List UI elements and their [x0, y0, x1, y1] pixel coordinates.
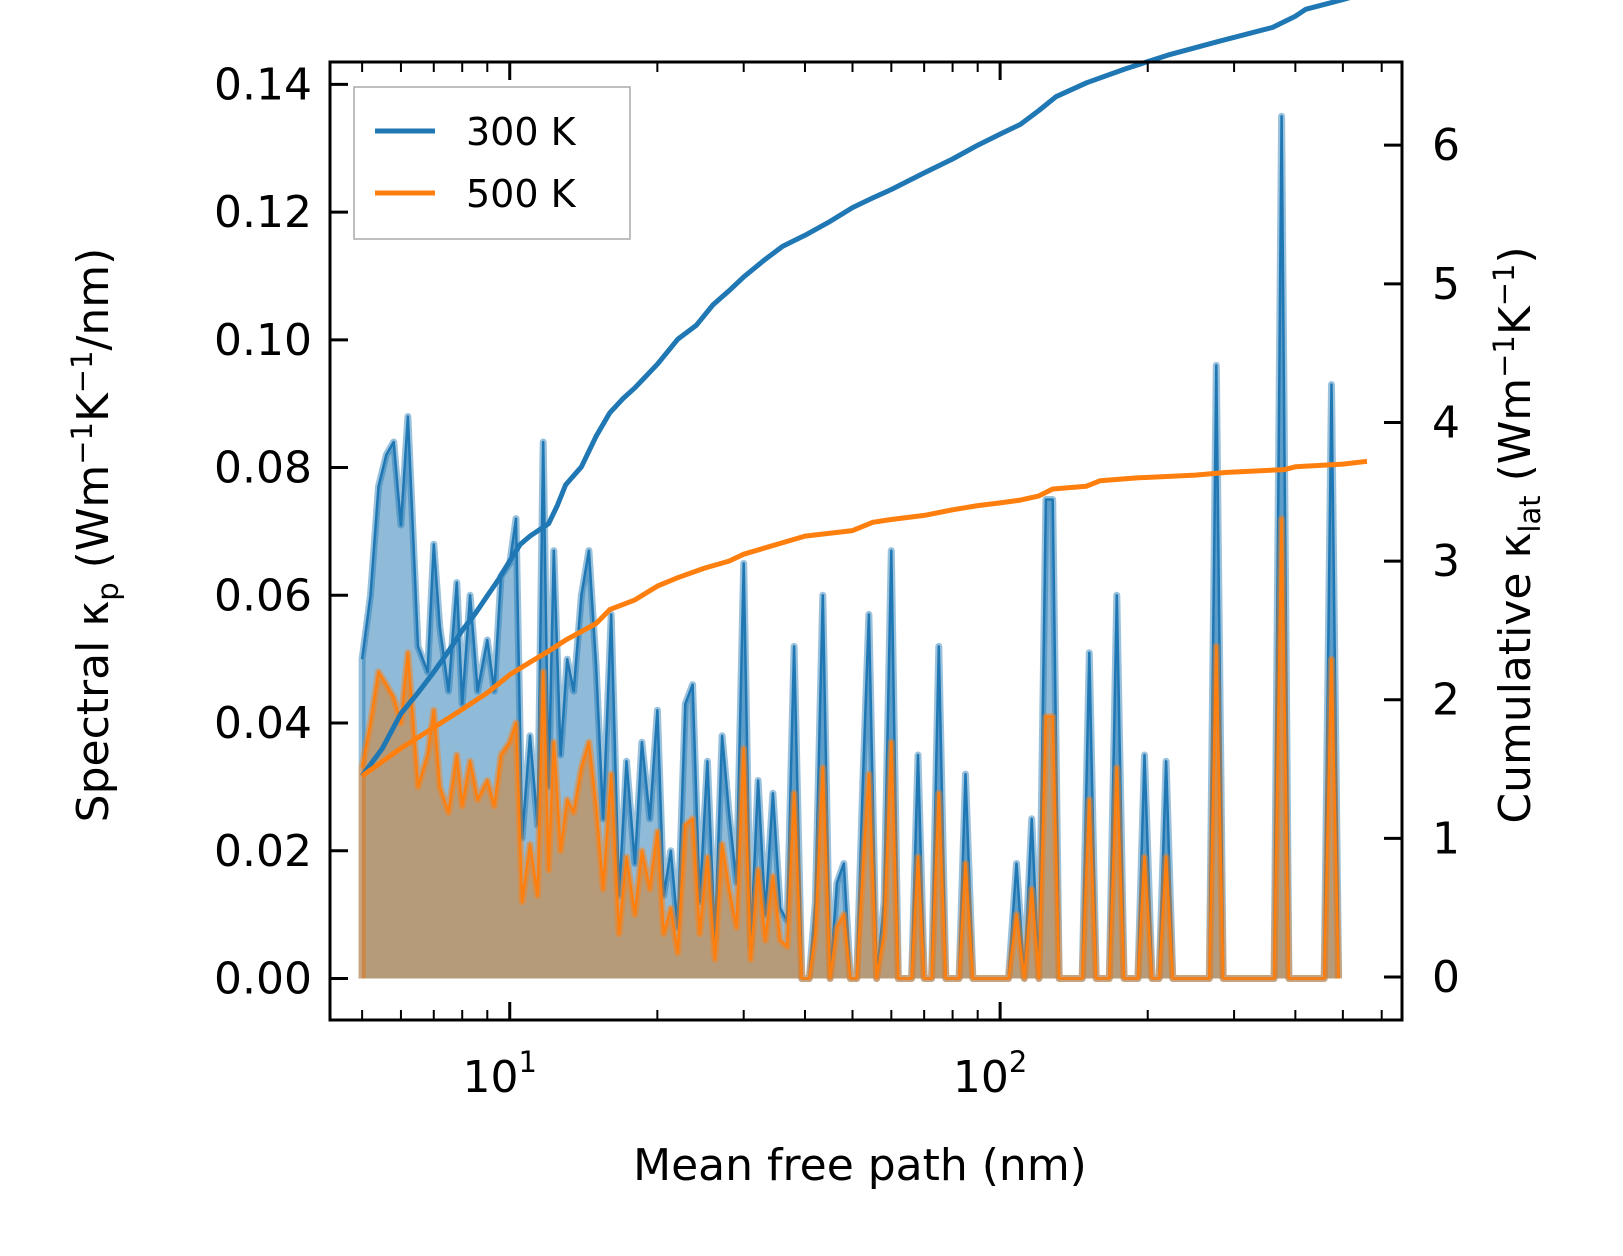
- y-left-tick-label: 0.12: [214, 187, 312, 238]
- axis-ticks: 0.00 0.02 0.04 0.06 0.08 0.10 0.12 0.14 0 1 2 3 4 5 6 1…: [214, 59, 1460, 1103]
- y-right-tick-label: 3: [1432, 536, 1460, 587]
- y-left-tick-label: 0.10: [214, 315, 312, 366]
- y-right-tick-label: 1: [1432, 813, 1460, 864]
- y-left-tick-label: 0.14: [214, 59, 312, 110]
- plot-frame: [328, 60, 1404, 1022]
- y-right-tick-label: 4: [1432, 397, 1460, 448]
- spectral-area-500k: [362, 518, 1339, 979]
- legend-label-500k: 500 K: [466, 172, 577, 216]
- y-left-tick-label: 0.06: [214, 570, 312, 621]
- y-right-tick-label: 6: [1432, 120, 1460, 171]
- y-left-tick-label: 0.08: [214, 443, 312, 494]
- y-axis-label-right: Cumulative κlat (Wm−1K−1): [1487, 246, 1547, 823]
- spectral-fill-areas: [358, 112, 1343, 982]
- y-left-tick-label: 0.02: [214, 826, 312, 877]
- legend-label-300k: 300 K: [466, 110, 577, 154]
- spectral-line-500k: [360, 517, 1340, 980]
- y-right-tick-label: 2: [1432, 675, 1460, 726]
- y-right-tick-label: 5: [1432, 259, 1460, 310]
- legend-box: [353, 86, 631, 240]
- y-right-tick-label: 0: [1432, 952, 1460, 1003]
- x-tick-label: 101: [463, 1045, 537, 1103]
- data-lines: [360, 0, 1368, 779]
- x-tick-label: 102: [953, 1045, 1027, 1103]
- y-left-tick-label: 0.00: [214, 953, 312, 1004]
- legend: 300 K 500 K: [353, 86, 631, 240]
- cumulative-line-300k: [360, 0, 1351, 778]
- x-axis-label: Mean free path (nm): [633, 1140, 1087, 1191]
- cumulative-line-500k: [360, 458, 1368, 779]
- y-left-tick-label: 0.04: [214, 698, 312, 749]
- y-axis-label-left: Spectral κp (Wm−1K−1/nm): [65, 248, 125, 823]
